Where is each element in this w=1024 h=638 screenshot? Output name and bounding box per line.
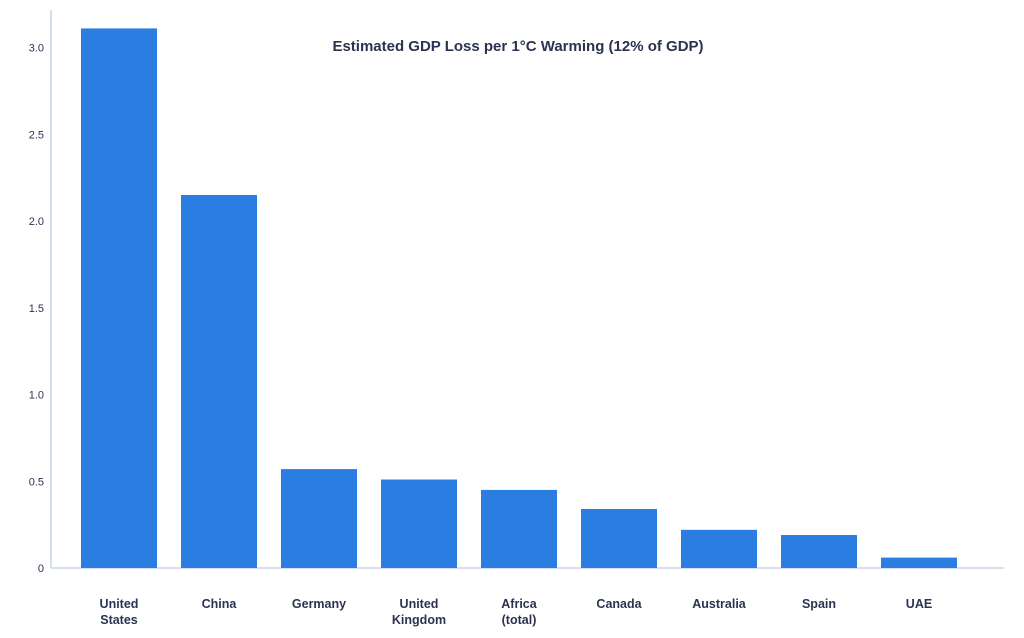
bar (381, 479, 457, 568)
x-tick-label-line: China (202, 597, 238, 611)
bar (81, 28, 157, 569)
bar (681, 529, 757, 568)
bar (481, 489, 557, 568)
x-tick-label-line: Africa (501, 597, 537, 611)
y-tick-label: 0.5 (29, 476, 44, 488)
x-tick-label-line: (total) (502, 613, 537, 627)
x-tick-label-line: States (100, 613, 138, 627)
y-axis-ticks: 0 0.5 1.0 1.5 2.0 2.5 3.0 (29, 43, 44, 576)
y-tick-label: 2.0 (29, 216, 44, 228)
bar (881, 557, 957, 568)
x-tick-label: UAE (906, 597, 932, 611)
y-tick-label: 3.0 (29, 43, 44, 55)
x-tick-label: United Kingdom (392, 597, 446, 627)
x-tick-label-line: Germany (292, 597, 346, 611)
y-tick-label: 0 (38, 563, 44, 575)
y-tick-label: 1.0 (29, 390, 44, 402)
x-tick-label: Germany (292, 597, 346, 611)
bar (781, 535, 857, 568)
bar (281, 469, 357, 568)
x-tick-label: Australia (692, 597, 747, 611)
bar (581, 509, 657, 568)
x-tick-label-line: Canada (596, 597, 642, 611)
x-tick-label-line: UAE (906, 597, 932, 611)
x-tick-label: Spain (802, 597, 836, 611)
y-tick-label: 1.5 (29, 303, 44, 315)
y-tick-label: 2.5 (29, 129, 44, 141)
chart-title: Estimated GDP Loss per 1°C Warming (12% … (332, 38, 703, 55)
x-tick-label-line: Spain (802, 597, 836, 611)
x-tick-label-line: United (400, 597, 439, 611)
bar (181, 194, 257, 568)
x-tick-label-line: Kingdom (392, 613, 446, 627)
x-tick-label: Canada (596, 597, 642, 611)
x-tick-label: United States (100, 597, 139, 627)
x-tick-label-line: Australia (692, 597, 747, 611)
bars-group (81, 28, 957, 569)
x-axis-labels: United States China Germany United Kingdom Afr… (100, 597, 933, 627)
x-tick-label: China (202, 597, 238, 611)
x-tick-label-line: United (100, 597, 139, 611)
x-tick-label: Africa (total) (501, 597, 537, 627)
